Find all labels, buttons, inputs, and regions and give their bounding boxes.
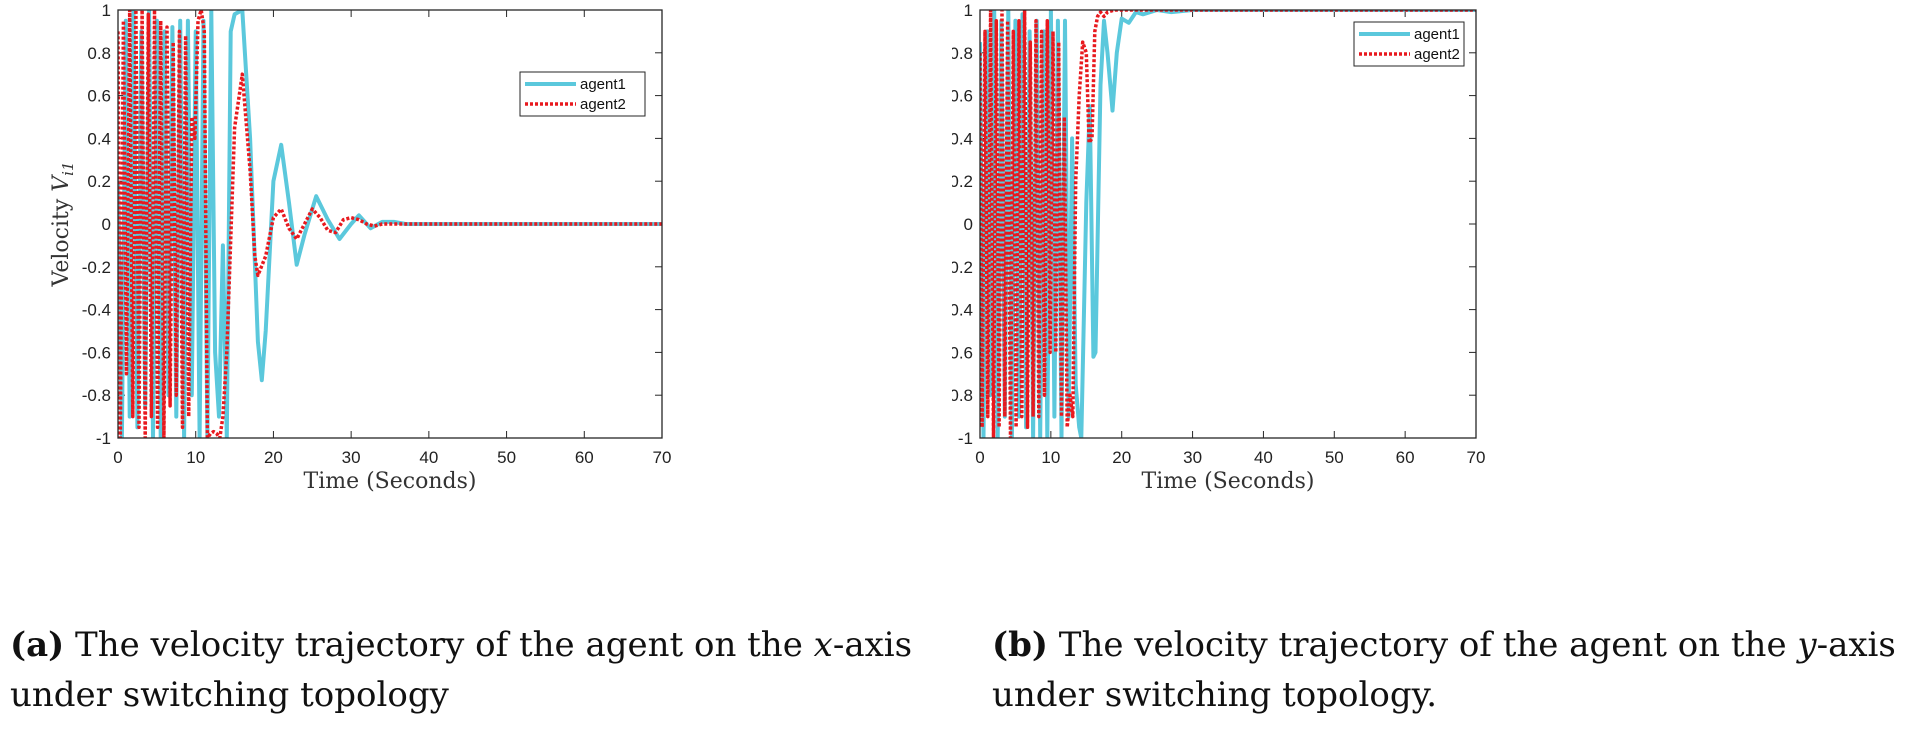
x-tick-label: 20 bbox=[264, 448, 283, 467]
caption-a-text: The velocity trajectory of the agent on … bbox=[75, 625, 803, 665]
y-tick-label: -1 bbox=[958, 429, 973, 448]
x-tick-label: 0 bbox=[113, 448, 122, 467]
series-line-agent2 bbox=[980, 10, 1476, 438]
y-tick-label: 0.2 bbox=[952, 172, 973, 191]
y-tick-label: 0.6 bbox=[87, 87, 111, 106]
velocity-chart-y: 0 10 20 30 40 50 60 70 1 0.8 0.6 0.4 0.2 0 -0.2 -0.4 -0.… bbox=[952, 1, 1486, 494]
figure-panel-a: 0 10 20 30 40 50 60 70 1 0.8 0.6 0.4 0.2 0 -0.2 -0.4 -0.… bbox=[0, 0, 952, 738]
x-tick-label: 0 bbox=[975, 448, 984, 467]
x-tick-label: 40 bbox=[419, 448, 438, 467]
x-axis-label: Time (Seconds) bbox=[1142, 469, 1315, 494]
x-tick-label: 60 bbox=[1396, 448, 1415, 467]
y-tick-label: -0.6 bbox=[82, 343, 111, 362]
x-tick-label: 70 bbox=[653, 448, 672, 467]
caption-a-tag: (a) bbox=[10, 625, 65, 665]
y-tick-label: -0.2 bbox=[82, 258, 111, 277]
caption-a-line2: under switching topology bbox=[10, 675, 449, 715]
legend-box bbox=[519, 71, 646, 117]
figure-panel-b: 0 10 20 30 40 50 60 70 1 0.8 0.6 0.4 0.2 0 -0.2 -0.4 -0.… bbox=[952, 0, 1904, 738]
y-tick-label: 0.4 bbox=[952, 129, 973, 148]
caption-a-axis-var: x bbox=[813, 625, 833, 665]
legend-label-agent2: agent2 bbox=[1414, 46, 1460, 63]
series-group bbox=[118, 10, 662, 438]
y-tick-label: 0.8 bbox=[952, 44, 973, 63]
series-group bbox=[980, 10, 1476, 438]
y-tick-label: 1 bbox=[964, 1, 973, 20]
y-tick-label: -0.8 bbox=[952, 386, 973, 405]
y-tick-label: -0.4 bbox=[952, 301, 973, 320]
series-line-agent1 bbox=[118, 10, 662, 438]
x-tick-label: 40 bbox=[1254, 448, 1273, 467]
x-tick-label: 60 bbox=[575, 448, 594, 467]
x-axis-label: Time (Seconds) bbox=[304, 469, 477, 494]
velocity-chart-x: 0 10 20 30 40 50 60 70 1 0.8 0.6 0.4 0.2 0 -0.2 -0.4 -0.… bbox=[49, 1, 672, 494]
y-axis-label-var: V bbox=[49, 174, 74, 192]
x-tick-label: 50 bbox=[497, 448, 516, 467]
y-tick-label: -0.8 bbox=[82, 386, 111, 405]
x-tick-label: 70 bbox=[1467, 448, 1486, 467]
legend: agent1 agent2 bbox=[1353, 21, 1465, 67]
legend-label-agent2: agent2 bbox=[580, 96, 626, 113]
caption-b-tag: (b) bbox=[992, 625, 1048, 665]
x-tick-label: 50 bbox=[1325, 448, 1344, 467]
caption-b-axis-suffix: -axis bbox=[1816, 625, 1896, 665]
y-tick-label: 0.4 bbox=[87, 129, 111, 148]
x-tick-label: 20 bbox=[1112, 448, 1131, 467]
legend-label-agent1: agent1 bbox=[580, 76, 626, 93]
y-tick-label: -1 bbox=[96, 429, 111, 448]
y-tick-label: 0 bbox=[102, 215, 111, 234]
y-tick-label: 0 bbox=[964, 215, 973, 234]
y-tick-label: -0.6 bbox=[952, 343, 973, 362]
series-line-agent2 bbox=[118, 10, 662, 438]
legend-box bbox=[1353, 21, 1465, 67]
y-tick-label: 0.8 bbox=[87, 44, 111, 63]
x-tick-label: 10 bbox=[1041, 448, 1060, 467]
y-tick-label: -0.2 bbox=[952, 258, 973, 277]
caption-a-axis-suffix: -axis bbox=[832, 625, 913, 665]
caption-b-axis-var: y bbox=[1797, 625, 1817, 665]
x-tick-label: 10 bbox=[186, 448, 205, 467]
caption-b: (b) The velocity trajectory of the agent… bbox=[992, 620, 1896, 720]
axes-box bbox=[979, 9, 1477, 439]
caption-a: (a) The velocity trajectory of the agent… bbox=[10, 620, 912, 720]
y-axis-label-sub: i1 bbox=[59, 161, 77, 175]
x-tick-label: 30 bbox=[1183, 448, 1202, 467]
y-tick-label: 0.6 bbox=[952, 87, 973, 106]
y-axis-label-prefix: Velocity bbox=[49, 192, 74, 288]
y-tick-label: 1 bbox=[102, 1, 111, 20]
legend: agent1 agent2 bbox=[519, 71, 646, 117]
caption-b-line2: under switching topology. bbox=[992, 675, 1438, 715]
axes-box bbox=[117, 9, 663, 439]
y-tick-label: 0.2 bbox=[87, 172, 111, 191]
legend-label-agent1: agent1 bbox=[1414, 26, 1460, 43]
y-axis-label: Velocity Vi1 bbox=[49, 161, 77, 287]
caption-b-text: The velocity trajectory of the agent on … bbox=[1058, 625, 1787, 665]
y-tick-label: -0.4 bbox=[82, 301, 111, 320]
x-tick-label: 30 bbox=[342, 448, 361, 467]
